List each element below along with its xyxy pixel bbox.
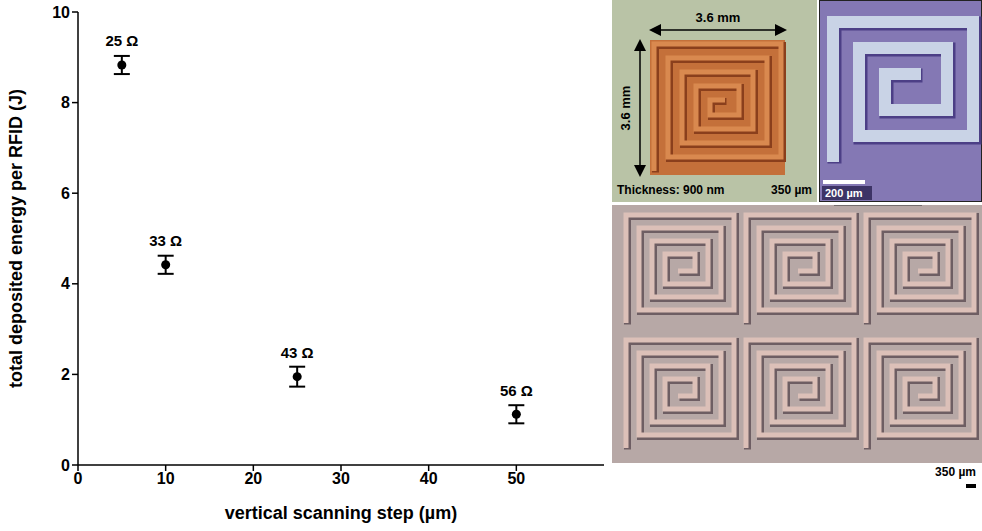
svg-text:50: 50: [507, 470, 525, 487]
svg-text:30: 30: [332, 470, 350, 487]
svg-text:3.6 mm: 3.6 mm: [618, 86, 633, 131]
svg-text:3.6 mm: 3.6 mm: [696, 10, 741, 25]
svg-text:Thickness: 900 nm: Thickness: 900 nm: [617, 183, 724, 197]
svg-text:0: 0: [61, 457, 70, 474]
svg-text:2: 2: [61, 366, 70, 383]
svg-text:350 µm: 350 µm: [935, 465, 976, 479]
svg-text:10: 10: [157, 470, 175, 487]
svg-text:0: 0: [74, 470, 83, 487]
svg-text:20: 20: [244, 470, 262, 487]
svg-text:200 µm: 200 µm: [825, 187, 863, 199]
svg-text:43 Ω: 43 Ω: [281, 344, 314, 361]
svg-text:total deposited energy per RFI: total deposited energy per RFID (J): [6, 89, 26, 388]
svg-text:10: 10: [52, 4, 70, 21]
svg-text:vertical scanning step (µm): vertical scanning step (µm): [225, 503, 457, 523]
svg-text:350 µm: 350 µm: [771, 183, 812, 197]
svg-text:33 Ω: 33 Ω: [149, 232, 182, 249]
svg-text:4: 4: [61, 275, 70, 292]
svg-text:25 Ω: 25 Ω: [105, 32, 138, 49]
svg-text:6: 6: [61, 185, 70, 202]
svg-text:8: 8: [61, 94, 70, 111]
svg-text:56 Ω: 56 Ω: [500, 382, 533, 399]
svg-text:40: 40: [420, 470, 438, 487]
